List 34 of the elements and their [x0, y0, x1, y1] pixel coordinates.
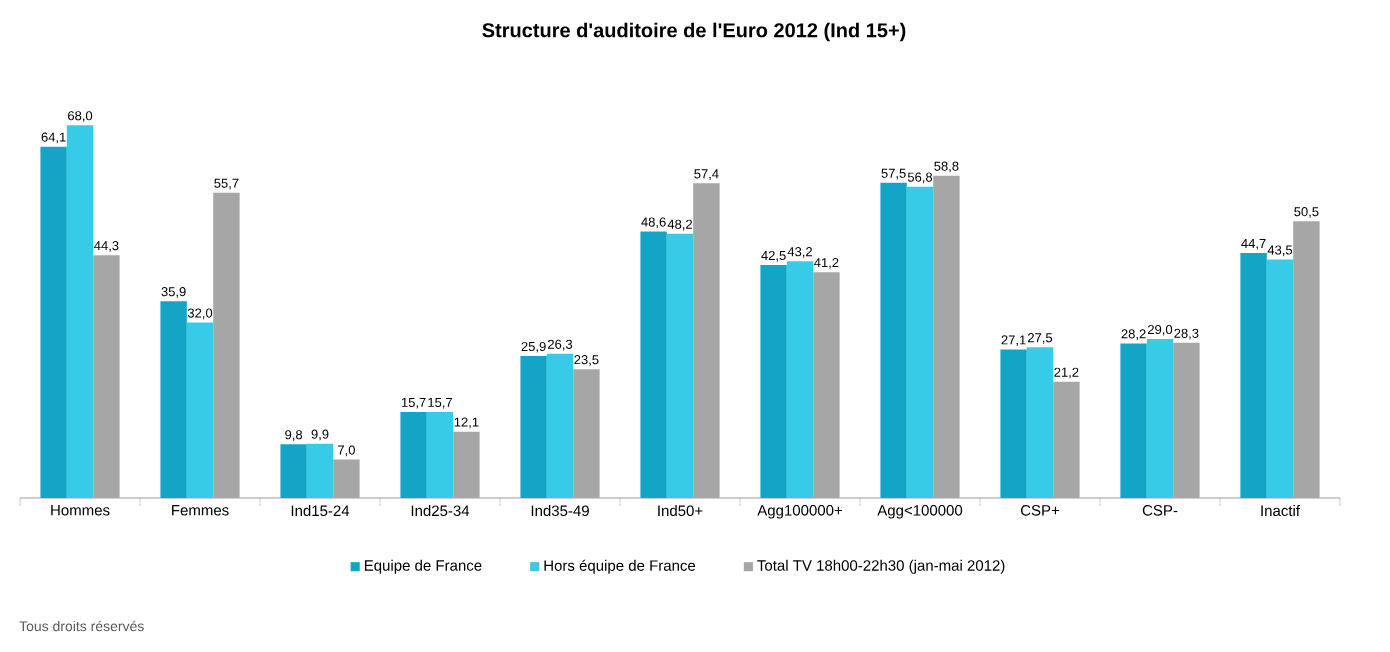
bar [333, 459, 360, 498]
bar [1000, 349, 1027, 498]
bar [1026, 347, 1054, 498]
bar [573, 369, 600, 498]
bar [93, 255, 120, 498]
bar [693, 183, 720, 498]
chart-title: Structure d'auditoire de l'Euro 2012 (Ind 15+) [482, 22, 906, 42]
bar [813, 272, 840, 498]
bar [760, 265, 787, 498]
bar [640, 231, 667, 498]
bar [66, 125, 94, 498]
bar [1053, 381, 1080, 498]
bar [666, 233, 694, 498]
bar [306, 443, 334, 498]
bar [280, 444, 307, 498]
bar [213, 192, 240, 498]
bar [186, 322, 214, 498]
bar [1240, 252, 1267, 498]
bar [546, 353, 574, 498]
bar [933, 175, 960, 498]
bar [40, 146, 67, 498]
bar [906, 186, 934, 498]
bar [1293, 221, 1320, 498]
bar [1120, 343, 1147, 498]
bar [400, 411, 427, 498]
bar [160, 301, 187, 498]
bar [786, 261, 814, 498]
bar [1173, 342, 1200, 498]
bar [880, 182, 907, 498]
bar [1146, 339, 1174, 498]
bar [426, 411, 454, 498]
bar [453, 431, 480, 498]
bar [1266, 259, 1294, 498]
bar [520, 356, 547, 498]
